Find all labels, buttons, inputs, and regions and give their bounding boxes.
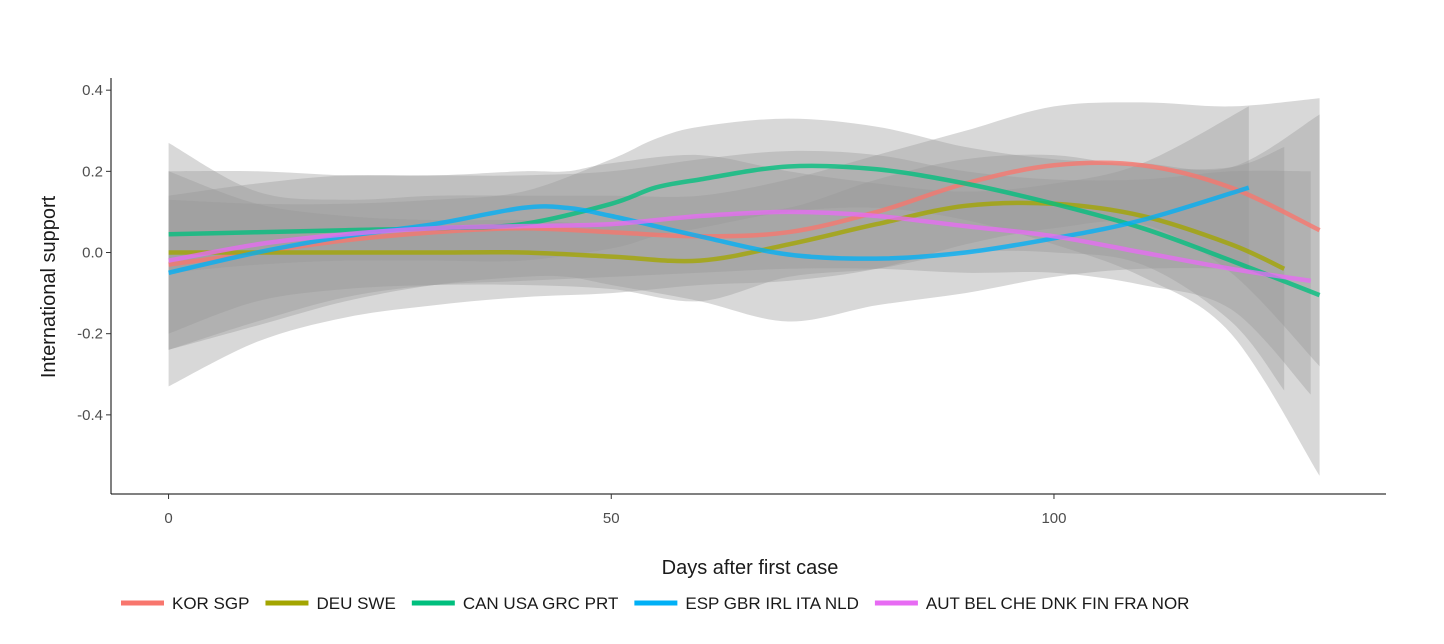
- legend-item: KOR SGP: [121, 594, 249, 613]
- series-line-3: [168, 163, 1321, 298]
- legend-item: ESP GBR IRL ITA NLD: [634, 594, 859, 613]
- legend-label: AUT BEL CHE DNK FIN FRA NOR: [926, 594, 1190, 613]
- x-tick-label: 100: [1041, 510, 1066, 527]
- legend-label: DEU SWE: [316, 594, 395, 613]
- axes: 0.4 0.2 0.0 -0.2 -0.4 0 50 100: [77, 78, 1386, 527]
- y-axis-title: International support: [38, 195, 60, 378]
- legend-item: AUT BEL CHE DNK FIN FRA NOR: [874, 594, 1190, 613]
- legend-item: CAN USA GRC PRT: [411, 594, 619, 613]
- y-tick-label: -0.4: [77, 407, 103, 424]
- confidence-band-2: [168, 147, 1285, 391]
- legend-label: CAN USA GRC PRT: [463, 594, 619, 613]
- series-line-2: [168, 200, 1286, 271]
- legend: KOR SGP DEU SWE CAN USA GRC PRT ESP GBR IRL…: [121, 594, 1189, 613]
- y-tick-label: 0.2: [82, 163, 103, 180]
- series-lines: [168, 160, 1321, 298]
- x-tick-label: 0: [164, 510, 172, 527]
- x-axis-title: Days after first case: [662, 557, 839, 579]
- legend-label: ESP GBR IRL ITA NLD: [685, 594, 859, 613]
- confidence-band-5: [168, 150, 1311, 395]
- series-line-5: [168, 209, 1312, 284]
- confidence-bands: [168, 98, 1320, 476]
- y-tick-label: -0.2: [77, 326, 103, 343]
- y-tick-label: 0.0: [82, 245, 103, 262]
- series-line-1: [168, 160, 1321, 267]
- legend-item: DEU SWE: [265, 594, 396, 613]
- x-tick-label: 50: [603, 510, 620, 527]
- confidence-band-4: [168, 106, 1249, 350]
- y-tick-label: 0.4: [82, 82, 103, 99]
- legend-label: KOR SGP: [172, 594, 249, 613]
